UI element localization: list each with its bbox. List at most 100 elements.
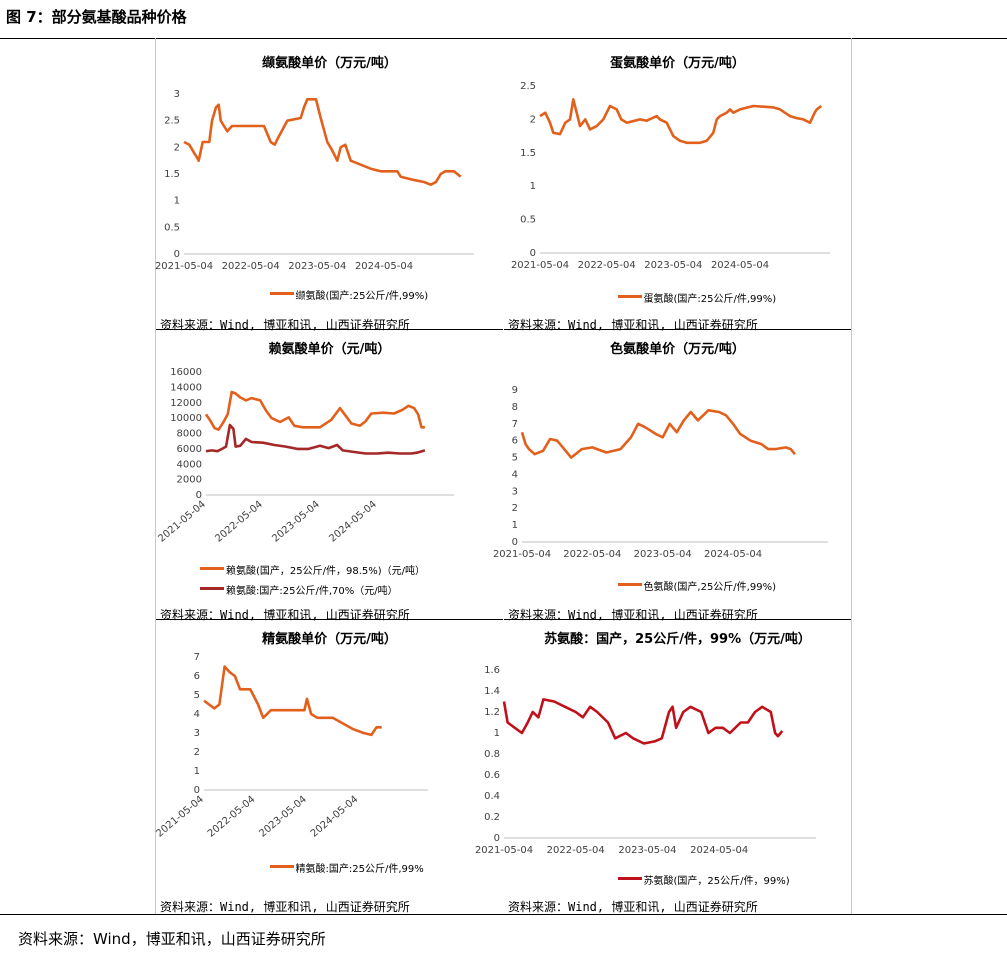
x-tick-label: 2024-05-04 [327, 499, 379, 545]
x-tick-label: 2023-05-04 [634, 549, 692, 560]
x-tick-label: 2024-05-04 [309, 794, 361, 840]
panel-separator [156, 329, 503, 330]
x-tick-label: 2023-05-04 [644, 260, 702, 271]
y-tick-label: 8000 [177, 429, 202, 440]
x-tick-label: 2021-05-04 [493, 549, 551, 560]
series-line-arginine-0 [203, 665, 382, 737]
x-tick-label: 2021-05-04 [475, 845, 533, 856]
legend-label: 赖氨酸(国产，25公斤/件，98.5%)（元/吨） [226, 566, 426, 577]
y-tick-label: 2 [530, 114, 536, 125]
y-tick-label: 0.5 [520, 215, 536, 226]
legend-swatch [269, 865, 294, 868]
y-tick-label: 2.5 [520, 81, 536, 92]
y-tick-label: 2 [174, 142, 180, 153]
y-tick-label: 0.4 [484, 791, 500, 802]
chart-panel-tryptophan: 色氨酸单价（万元/吨） 0 1 2 3 4 5 6 7 8 9 2021-05-04 2022-05-0… [493, 330, 851, 622]
panel-separator [504, 619, 851, 620]
y-tick-label: 10000 [170, 413, 202, 424]
chart-svg: 0 1 2 3 4 5 6 7 2021-05-04 2022-05-04 2023-05-04 20… [154, 652, 428, 840]
y-tick-label: 9 [512, 385, 518, 396]
legend-label: 赖氨酸:国产:25公斤/件,70%（元/吨） [226, 586, 398, 597]
chart-title: 赖氨酸单价（元/吨） [268, 342, 391, 357]
chart-panel-arginine: 精氨酸单价（万元/吨） 0 1 2 3 4 5 6 7 2021-05-04 2022-05-04 2… [154, 620, 503, 914]
x-tick-label: 2021-05-04 [154, 794, 206, 840]
legend-label: 缬氨酸(国产:25公斤/件,99%) [295, 291, 429, 302]
y-tick-label: 6 [512, 436, 518, 447]
chart-svg: 0 0.5 1 1.5 2 2.5 2021-05-04 2022-05-04 2023-05-… [511, 81, 830, 271]
x-tick-label: 2023-05-04 [288, 261, 346, 272]
x-tick-label: 2024-05-04 [711, 260, 769, 271]
y-tick-label: 0.5 [164, 222, 180, 233]
y-tick-label: 1.4 [484, 686, 500, 697]
y-tick-label: 3 [512, 486, 518, 497]
y-tick-label: 1.2 [484, 707, 500, 718]
y-tick-label: 1 [194, 766, 200, 777]
x-tick-label: 2022-05-04 [563, 549, 621, 560]
x-tick-label: 2021-05-04 [156, 499, 208, 545]
legend-swatch [617, 583, 642, 586]
x-tick-label: 2024-05-04 [704, 549, 762, 560]
y-tick-label: 2 [512, 503, 518, 514]
y-tick-label: 5 [512, 453, 518, 464]
panel-separator [156, 619, 503, 620]
y-tick-label: 2.5 [164, 116, 180, 127]
chart-svg: 0 1 2 3 4 5 6 7 8 9 2021-05-04 2022-05-04 2023-05-04… [493, 385, 828, 560]
y-tick-label: 7 [194, 652, 200, 663]
y-tick-label: 0 [512, 537, 518, 548]
series-line-methionine-0 [539, 98, 823, 145]
legend-swatch [200, 567, 224, 570]
y-tick-label: 6000 [177, 444, 202, 455]
y-tick-label: 1 [530, 181, 536, 192]
x-tick-label: 2022-05-04 [547, 845, 605, 856]
x-tick-label: 2023-05-04 [618, 845, 676, 856]
bottom-rule [0, 914, 1007, 915]
x-tick-label: 2022-05-04 [206, 794, 258, 840]
y-tick-label: 4000 [177, 459, 202, 470]
y-tick-label: 3 [174, 89, 180, 100]
y-tick-label: 0 [194, 785, 200, 796]
y-tick-label: 5 [194, 690, 200, 701]
chart-title: 苏氨酸：国产，25公斤/件，99%（万元/吨） [544, 632, 811, 647]
x-tick-label: 2022-05-04 [222, 261, 280, 272]
x-tick-label: 2021-05-04 [155, 261, 213, 272]
x-tick-label: 2024-05-04 [690, 845, 748, 856]
chart-svg: 0 0.2 0.4 0.6 0.8 1 1.2 1.4 1.6 2021-05-04 2022-05… [475, 665, 816, 856]
y-tick-label: 4 [512, 469, 518, 480]
chart-title: 色氨酸单价（万元/吨） [610, 342, 745, 357]
panel-separator [504, 329, 851, 330]
panel-source-note: 资料来源：Wind, 博亚和讯, 山西证券研究所 [508, 900, 758, 914]
x-tick-label: 2022-05-04 [213, 499, 265, 545]
legend-swatch [617, 877, 642, 880]
x-tick-label: 2023-05-04 [257, 794, 309, 840]
x-tick-label: 2023-05-04 [270, 499, 322, 545]
x-tick-label: 2021-05-04 [511, 260, 569, 271]
x-tick-label: 2024-05-04 [355, 261, 413, 272]
panel-source-note: 资料来源：Wind, 博亚和讯, 山西证券研究所 [160, 900, 410, 914]
y-tick-label: 1 [494, 728, 500, 739]
y-tick-label: 0 [530, 248, 536, 259]
y-tick-label: 1 [174, 196, 180, 207]
chart-title: 缬氨酸单价（万元/吨） [262, 56, 397, 71]
legend-swatch [200, 587, 224, 590]
series-line-lysine-1 [205, 423, 426, 455]
series-line-valine-0 [183, 98, 462, 186]
y-tick-label: 0 [494, 833, 500, 844]
legend-label: 精氨酸:国产:25公斤/件,99% [295, 864, 424, 875]
chart-svg: 0 0.5 1 1.5 2 2.5 3 2021-05-04 2022-05-04 2023-05… [155, 89, 474, 272]
y-tick-label: 4 [194, 709, 200, 720]
y-tick-label: 7 [512, 419, 518, 430]
legend-swatch [617, 295, 642, 298]
panel-source-note: 资料来源：Wind, 博亚和讯, 山西证券研究所 [160, 318, 410, 332]
y-tick-label: 0.6 [484, 770, 500, 781]
series-line-lysine-0 [204, 390, 425, 431]
series-line-tryptophan-0 [520, 409, 796, 459]
y-tick-label: 6 [194, 671, 200, 682]
y-tick-label: 8 [512, 402, 518, 413]
y-tick-label: 0.8 [484, 749, 500, 760]
right-frame-rule [851, 38, 852, 914]
top-rule [0, 38, 1007, 39]
chart-svg: 0 2000 4000 6000 8000 10000 12000 14000 16000 202… [156, 367, 454, 545]
y-tick-label: 0 [174, 249, 180, 260]
legend-label: 色氨酸(国产,25公斤/件,99%) [643, 582, 776, 593]
panel-source-note: 资料来源：Wind, 博亚和讯, 山西证券研究所 [508, 318, 758, 332]
